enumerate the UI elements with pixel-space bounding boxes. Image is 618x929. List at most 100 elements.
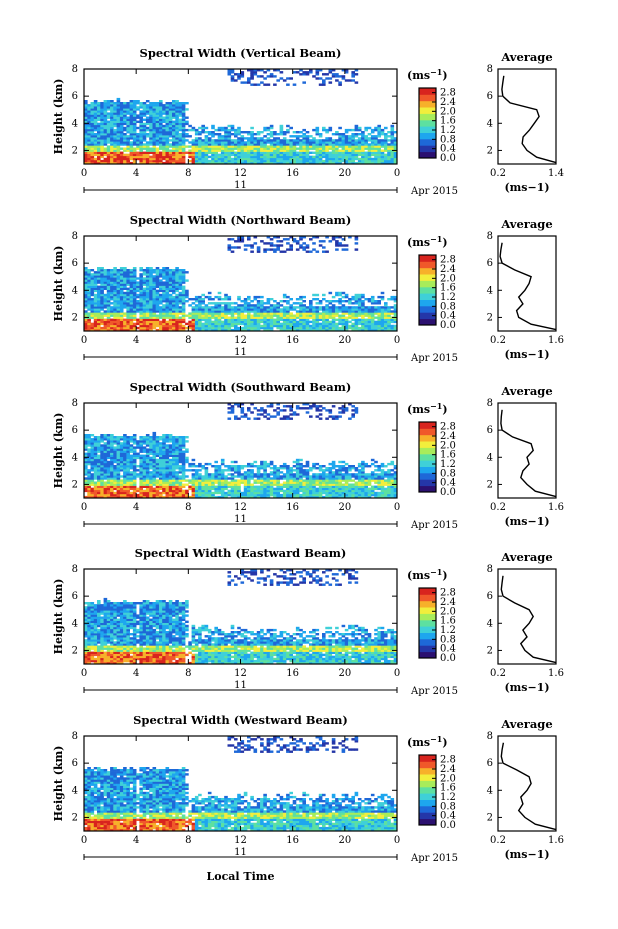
- average-title: Average: [500, 217, 552, 231]
- panel-3: Spectral Width (Eastward Beam)0 4 8 12 16 20 0…: [52, 546, 564, 697]
- x-tick-label: 8: [185, 335, 191, 346]
- y-tick-label: 8: [72, 64, 78, 75]
- heatmap-cells: [84, 236, 398, 332]
- average-y-tick-label: 2: [487, 312, 493, 323]
- colorbar-segment: [419, 588, 436, 595]
- x-tick-label: 20: [338, 835, 351, 846]
- average-axes: [497, 735, 557, 832]
- colorbar: 0.00.40.81.21.62.02.42.8: [418, 587, 456, 664]
- average-profile-line: [500, 409, 557, 498]
- colorbar-units-label: (ms−1): [407, 734, 448, 749]
- date-label: Apr 2015: [410, 520, 458, 531]
- average-y-tick-label: 6: [487, 91, 493, 102]
- colorbar-tick-label: 0.4: [440, 644, 456, 655]
- colorbar-tick-label: 2.4: [440, 764, 456, 775]
- colorbar-segment: [419, 453, 436, 461]
- colorbar-tick-label: 0.0: [440, 153, 456, 164]
- colorbar-segment: [419, 447, 436, 455]
- heatmap-cells: [84, 69, 398, 165]
- average-y-tick-label: 6: [487, 758, 493, 769]
- panel-1: Spectral Width (Northward Beam)0 4 8 12 16 20…: [52, 213, 564, 364]
- y-axis-label: Height (km): [52, 746, 65, 822]
- x-tick-label: 0: [394, 168, 400, 179]
- y-tick-label: 6: [72, 91, 78, 102]
- average-y-tick-label: 2: [487, 645, 493, 656]
- y-tick-label: 2: [72, 645, 78, 656]
- colorbar-tick-label: 2.4: [440, 97, 456, 108]
- x-tick-label: 8: [185, 502, 191, 513]
- y-tick-label: 8: [72, 398, 78, 409]
- average-profile: Average 0.2 1.4 2 4 6 8 (ms−1): [487, 50, 564, 194]
- average-y-tick-label: 6: [487, 591, 493, 602]
- colorbar-tick-label: 1.6: [440, 116, 456, 127]
- y-tick-label: 4: [72, 618, 78, 629]
- colorbar-segment: [419, 94, 436, 102]
- x-tick-label: 20: [338, 502, 351, 513]
- colorbar-tick-label: 2.4: [440, 431, 456, 442]
- x-tick-label: 16: [286, 335, 299, 346]
- colorbar-segment: [419, 441, 436, 448]
- average-x-tick-label: 0.2: [490, 502, 506, 513]
- colorbar-segment: [419, 780, 436, 788]
- colorbar-segment: [419, 594, 436, 602]
- panel-title: Spectral Width (Westward Beam): [133, 713, 348, 727]
- colorbar-segment: [419, 479, 436, 487]
- y-tick-label: 2: [72, 312, 78, 323]
- colorbar-tick-label: 0.4: [440, 144, 456, 155]
- heatmap-cells: [84, 569, 398, 665]
- colorbar-tick-label: 1.6: [440, 450, 456, 461]
- day-label: 11: [234, 180, 247, 191]
- panel-title: Spectral Width (Southward Beam): [130, 380, 352, 394]
- average-y-tick-label: 8: [487, 398, 493, 409]
- colorbar-segment: [419, 818, 436, 826]
- average-x-tick-label: 0.2: [490, 168, 506, 179]
- colorbar-segment: [419, 645, 436, 653]
- average-y-tick-label: 6: [487, 425, 493, 436]
- colorbar-tick-label: 1.2: [440, 625, 456, 636]
- average-title: Average: [500, 717, 552, 731]
- colorbar-segment: [419, 293, 436, 300]
- average-axes: [497, 402, 557, 499]
- average-y-tick-label: 4: [487, 285, 493, 296]
- y-axis-label: Height (km): [52, 79, 65, 155]
- x-tick-label: 0: [81, 168, 87, 179]
- x-tick-label: 0: [81, 502, 87, 513]
- colorbar-segment: [419, 88, 436, 95]
- colorbar-segment: [419, 312, 436, 320]
- date-label: Apr 2015: [410, 853, 458, 864]
- y-tick-label: 2: [72, 145, 78, 156]
- colorbar-tick-label: 2.8: [440, 88, 456, 99]
- average-x-tick-label: 0.2: [490, 668, 506, 679]
- y-tick-label: 8: [72, 231, 78, 242]
- day-label: 11: [234, 847, 247, 858]
- colorbar-frame: [418, 254, 437, 326]
- colorbar-segment: [419, 755, 436, 762]
- x-tick-label: 8: [185, 835, 191, 846]
- colorbar-segment: [419, 460, 436, 467]
- colorbar-units-label: (ms−1): [407, 67, 448, 82]
- average-title: Average: [500, 50, 552, 64]
- colorbar-units-label: (ms−1): [407, 234, 448, 249]
- average-profile: Average 0.2 1.6 2 4 6 8 (ms−1): [487, 384, 564, 528]
- colorbar-tick-label: 0.8: [440, 134, 456, 145]
- colorbar-segment: [419, 812, 436, 820]
- colorbar-tick-label: 0.0: [440, 320, 456, 331]
- y-tick-label: 8: [72, 564, 78, 575]
- colorbar-tick-label: 1.6: [440, 783, 456, 794]
- colorbar-tick-label: 2.8: [440, 422, 456, 433]
- average-profile: Average 0.2 1.6 2 4 6 8 (ms−1): [487, 550, 564, 694]
- colorbar-tick-label: 0.0: [440, 487, 456, 498]
- x-tick-label: 16: [286, 668, 299, 679]
- average-y-tick-label: 2: [487, 479, 493, 490]
- y-tick-label: 6: [72, 591, 78, 602]
- date-label: Apr 2015: [410, 686, 458, 697]
- average-profile-line: [501, 75, 557, 164]
- colorbar-tick-label: 2.8: [440, 588, 456, 599]
- heatmap-cells: [84, 403, 398, 499]
- colorbar-segment: [419, 255, 436, 262]
- panel-2: Spectral Width (Southward Beam)0 4 8 12 16 20…: [52, 380, 564, 531]
- x-tick-label: 0: [81, 668, 87, 679]
- day-label: 11: [234, 347, 247, 358]
- average-y-tick-label: 8: [487, 564, 493, 575]
- colorbar-tick-label: 2.0: [440, 606, 456, 617]
